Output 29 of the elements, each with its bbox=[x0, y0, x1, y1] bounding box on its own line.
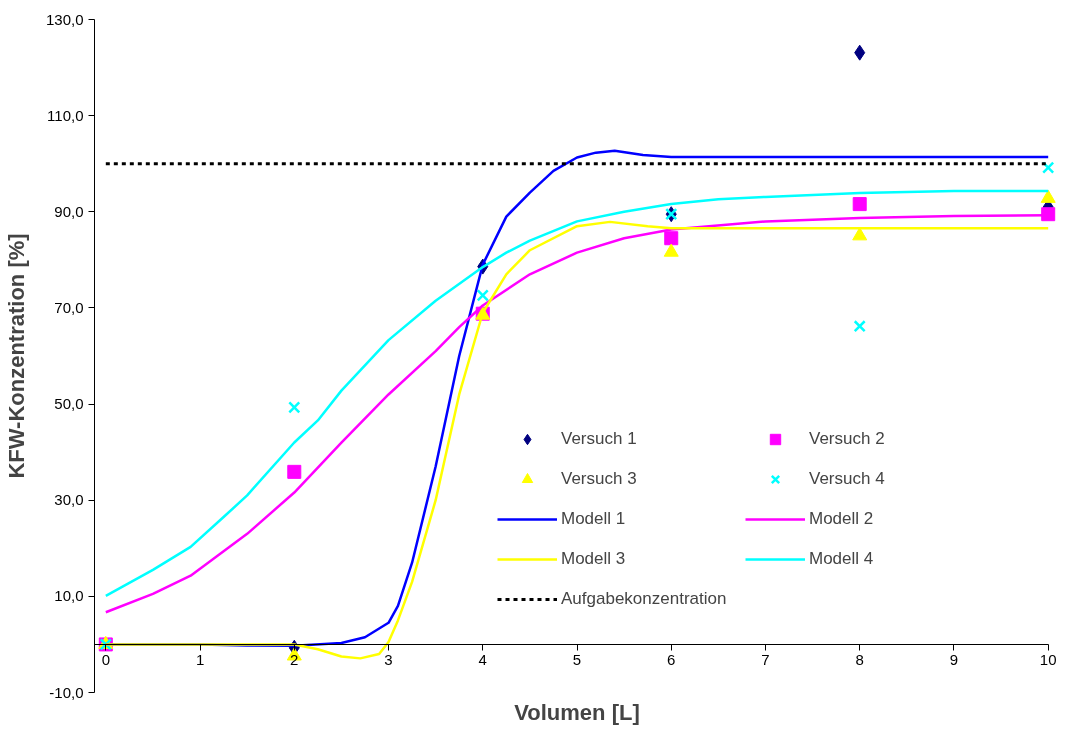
legend-label: Aufgabekonzentration bbox=[561, 589, 728, 609]
legend-label: Versuch 3 bbox=[561, 469, 638, 489]
x-tick-label: 6 bbox=[667, 651, 676, 669]
legend-label: Modell 1 bbox=[561, 509, 627, 529]
y-tick-label: 110,0 bbox=[47, 106, 84, 124]
legend-label: Versuch 1 bbox=[561, 429, 638, 449]
legend-label: Versuch 4 bbox=[809, 469, 886, 489]
x-axis-title: Volumen [L] bbox=[514, 699, 640, 725]
y-tick-label: -10,0 bbox=[49, 683, 84, 701]
x-tick-label: 10 bbox=[1039, 651, 1057, 669]
legend-label: Modell 2 bbox=[809, 509, 875, 529]
x-tick-label: 1 bbox=[195, 651, 205, 669]
y-tick-label: 130,0 bbox=[45, 10, 84, 28]
legend-label: Modell 4 bbox=[809, 549, 875, 569]
legend-label: Versuch 2 bbox=[809, 429, 886, 449]
legend-label: Modell 3 bbox=[561, 549, 627, 569]
y-tick-label: 70,0 bbox=[54, 298, 84, 316]
y-tick-label: 10,0 bbox=[54, 587, 84, 605]
x-tick-label: 3 bbox=[384, 651, 393, 669]
x-tick-label: 9 bbox=[949, 651, 959, 669]
x-tick-label: 0 bbox=[101, 651, 110, 669]
y-tick-label: 90,0 bbox=[54, 202, 84, 220]
x-tick-label: 4 bbox=[478, 651, 487, 669]
y-axis-title: KFW-Konzentration [%] bbox=[3, 233, 29, 479]
y-tick-label: 50,0 bbox=[54, 395, 84, 413]
x-tick-label: 7 bbox=[761, 651, 770, 669]
y-tick-label: 30,0 bbox=[54, 491, 84, 509]
x-tick-label: 5 bbox=[572, 651, 582, 669]
x-tick-label: 8 bbox=[855, 651, 864, 669]
